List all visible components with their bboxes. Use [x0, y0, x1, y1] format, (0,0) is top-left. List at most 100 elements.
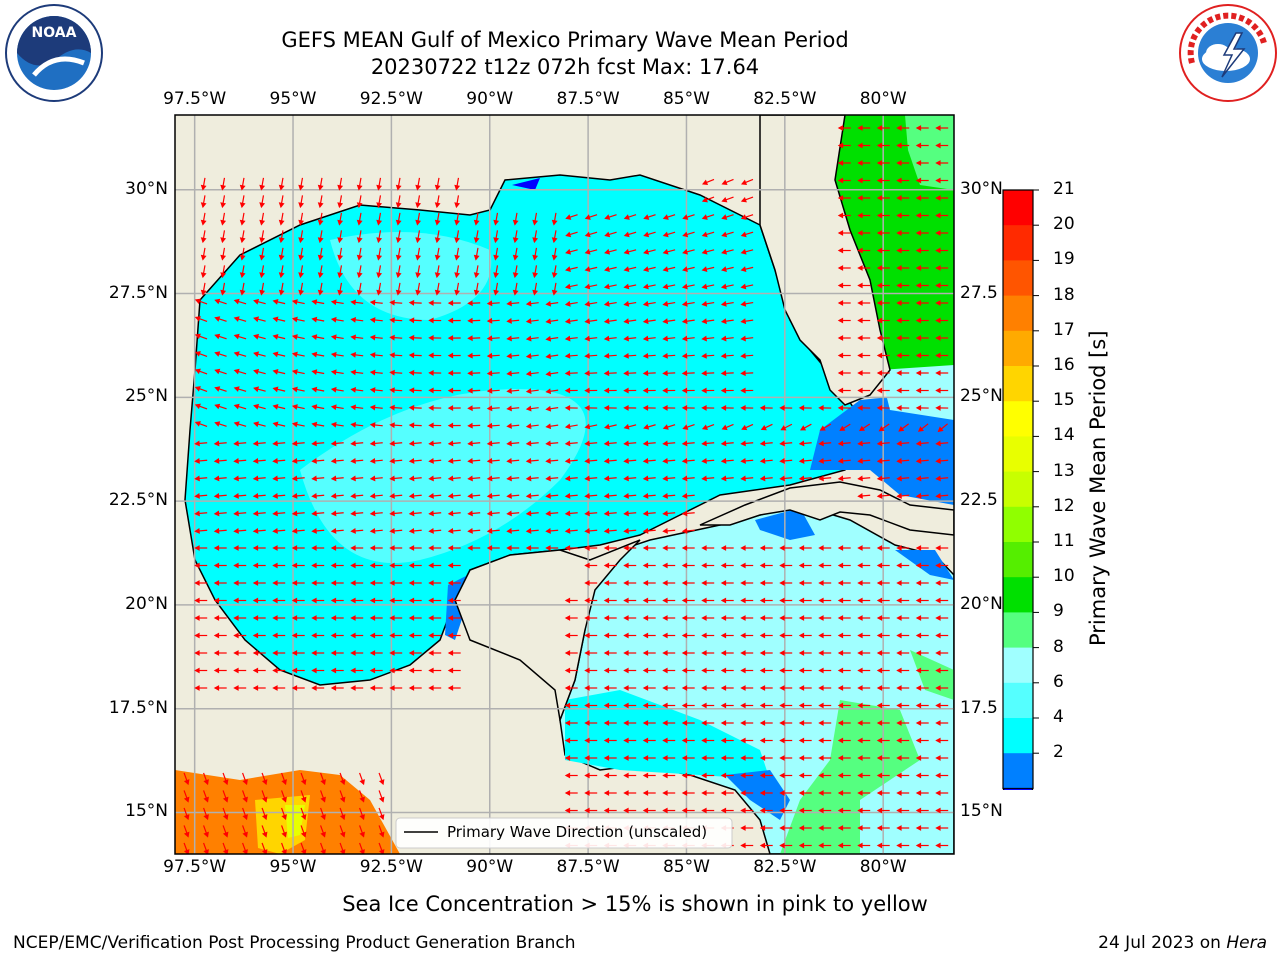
- colorbar-label: 10: [1053, 566, 1075, 587]
- wave-arrow-head: [261, 814, 268, 821]
- wave-arrow-head: [369, 334, 376, 341]
- wave-arrow-head: [272, 404, 279, 410]
- wave-arrow-head: [740, 562, 746, 569]
- wave-arrow-head: [200, 237, 207, 244]
- wave-arrow-head: [603, 458, 610, 464]
- wave-arrow-head: [369, 615, 376, 621]
- wave-arrow-head: [662, 231, 669, 238]
- wave-arrow-head: [565, 248, 572, 255]
- wave-arrow-head: [837, 247, 844, 254]
- wave-arrow-head: [376, 254, 383, 261]
- wave-arrow-head: [220, 237, 227, 244]
- wave-arrow-head: [389, 334, 395, 341]
- wave-arrow-head: [779, 842, 785, 849]
- wave-arrow-head: [194, 440, 200, 447]
- wave-arrow-head: [740, 475, 746, 482]
- wave-arrow-head: [935, 650, 941, 656]
- yucatan-land: [454, 539, 641, 723]
- wave-arrow-head: [740, 283, 747, 290]
- wave-arrow-head: [506, 300, 512, 307]
- wave-arrow-head: [194, 475, 200, 482]
- wave-arrow-head: [261, 796, 268, 803]
- lon-tick-top: 80°W: [859, 89, 907, 109]
- wave-arrow-head: [359, 849, 365, 854]
- wave-arrow-head: [272, 615, 278, 621]
- wave-arrow-head: [493, 272, 500, 279]
- wave-arrow-head: [937, 426, 944, 433]
- wave-arrow-head: [915, 842, 922, 849]
- wave-arrow-head: [233, 316, 240, 322]
- wave-arrow-head: [506, 370, 512, 377]
- wave-arrow-head: [857, 142, 863, 149]
- wave-arrow-head: [915, 825, 922, 831]
- wave-arrow-head: [642, 772, 649, 779]
- wave-arrow-head: [233, 475, 239, 482]
- wave-arrow-head: [213, 475, 220, 482]
- wave-arrow-head: [857, 125, 863, 131]
- wave-arrow-head: [311, 475, 317, 482]
- wave-arrow-head: [428, 458, 434, 464]
- wave-arrow-head: [896, 440, 902, 447]
- wave-arrow-head: [701, 318, 708, 325]
- wave-arrow-head: [330, 650, 337, 656]
- wave-arrow-head: [720, 632, 727, 639]
- wave-arrow-head: [857, 265, 863, 271]
- wave-arrow-head: [486, 528, 493, 534]
- wave-arrow-head: [408, 493, 415, 499]
- wave-arrow-head: [252, 458, 259, 464]
- wave-arrow-head: [330, 493, 337, 499]
- wave-arrow-head: [701, 632, 707, 639]
- wave-arrow-head: [915, 545, 922, 551]
- wave-arrow-head: [213, 615, 220, 621]
- lon-tick-top: 92.5°W: [359, 89, 423, 109]
- wave-arrow-head: [545, 440, 551, 447]
- wave-arrow-head: [486, 422, 493, 429]
- wave-arrow-head: [359, 814, 365, 821]
- caribbean-green: [780, 700, 920, 854]
- wave-arrow-head: [662, 632, 668, 639]
- wave-arrow-head: [915, 650, 922, 656]
- wave-arrow-head: [759, 458, 766, 464]
- wave-arrow-head: [681, 755, 688, 761]
- wave-arrow-head: [194, 667, 200, 674]
- wave-arrow-head: [506, 440, 512, 447]
- wave-arrow-head: [584, 545, 590, 551]
- wave-arrow-head: [896, 632, 902, 639]
- wave-arrow-head: [642, 580, 649, 586]
- wave-arrow-head: [584, 702, 590, 709]
- wave-arrow-head: [837, 842, 844, 849]
- wave-arrow-head: [662, 300, 669, 307]
- colorbar-label: 12: [1053, 495, 1075, 516]
- wave-arrow-head: [220, 272, 227, 279]
- wave-arrow-head: [935, 737, 941, 744]
- wave-arrow-head: [876, 807, 883, 814]
- wave-arrow-head: [389, 562, 395, 569]
- wave-arrow-head: [253, 351, 260, 358]
- wave-arrow-head: [740, 790, 746, 796]
- wave-arrow-head: [720, 615, 727, 621]
- lon-tick-top: 90°W: [466, 89, 514, 109]
- wave-arrow-head: [272, 545, 278, 551]
- wave-arrow-head: [447, 650, 454, 656]
- wave-arrow-head: [701, 248, 708, 255]
- wave-arrow-head: [603, 685, 610, 691]
- wave-arrow-head: [584, 405, 590, 411]
- wave-arrow-head: [350, 440, 356, 447]
- wave-arrow-head: [857, 825, 863, 831]
- wave-arrow-head: [584, 266, 591, 272]
- wave-arrow-head: [876, 247, 883, 254]
- wave-arrow-head: [389, 597, 395, 604]
- wave-arrow-head: [896, 615, 902, 621]
- wave-arrow-head: [311, 685, 317, 691]
- wave-arrow-head: [551, 272, 558, 279]
- wave-arrow-head: [200, 184, 207, 191]
- wave-arrow-head: [428, 650, 434, 656]
- gulf-inner-lighter: [300, 389, 586, 564]
- wave-arrow-head: [858, 425, 866, 432]
- wave-arrow-head: [291, 510, 298, 517]
- wave-arrow-head: [330, 316, 337, 323]
- wave-arrow-head: [259, 254, 266, 261]
- wave-arrow-head: [896, 370, 902, 376]
- wave-arrow-head: [623, 772, 629, 779]
- wave-arrow-head: [876, 458, 883, 464]
